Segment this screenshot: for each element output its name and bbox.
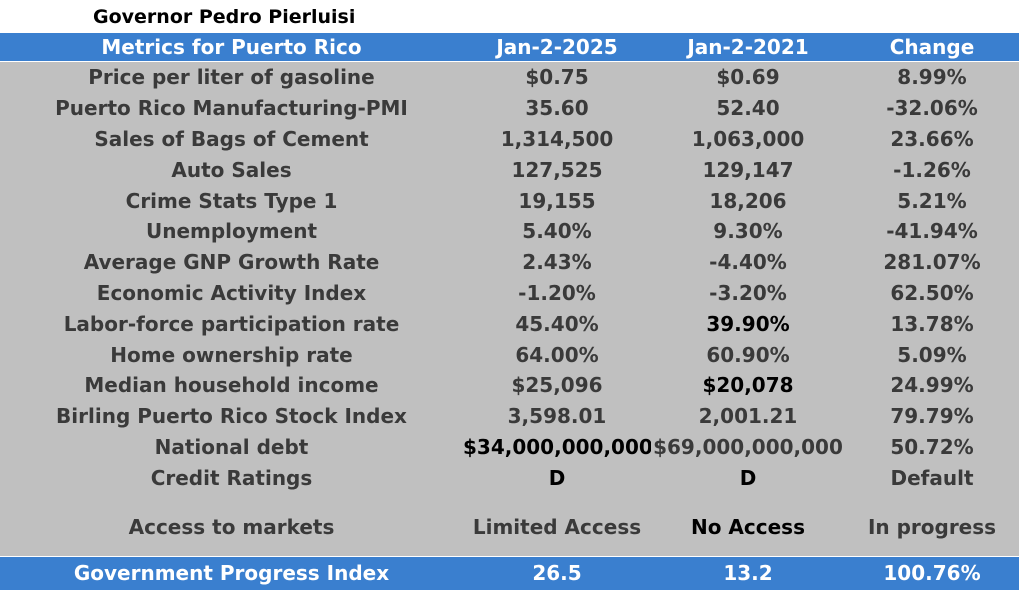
- footer-change: 100.76%: [845, 555, 1019, 590]
- value-2025: $0.75: [463, 61, 651, 93]
- table-row: Labor-force participation rate 45.40% 39…: [0, 308, 1019, 340]
- change-value: 50.72%: [845, 431, 1019, 463]
- change-value: -32.06%: [845, 92, 1019, 124]
- value-2021: $0.69: [651, 61, 845, 93]
- metric-label: Home ownership rate: [0, 339, 463, 370]
- metric-label: Crime Stats Type 1: [0, 185, 463, 216]
- change-value: 281.07%: [845, 246, 1019, 278]
- table-row: Average GNP Growth Rate 2.43% -4.40% 281…: [0, 246, 1019, 278]
- change-value: 13.78%: [845, 308, 1019, 340]
- value-2025: $34,000,000,000: [463, 431, 651, 463]
- metric-label: Sales of Bags of Cement: [0, 123, 463, 155]
- table-row: National debt $34,000,000,000 $69,000,00…: [0, 431, 1019, 463]
- value-2025: 45.40%: [463, 308, 651, 340]
- table-row: Home ownership rate 64.00% 60.90% 5.09%: [0, 339, 1019, 370]
- value-2025: 2.43%: [463, 246, 651, 278]
- value-2021: No Access: [651, 493, 845, 557]
- value-2025: -1.20%: [463, 277, 651, 309]
- value-2021: 2,001.21: [651, 400, 845, 432]
- change-value: 8.99%: [845, 61, 1019, 93]
- value-2025: 127,525: [463, 154, 651, 186]
- table-row: Median household income $25,096 $20,078 …: [0, 369, 1019, 401]
- change-value: -1.26%: [845, 154, 1019, 186]
- footer-value-2021: 13.2: [651, 555, 845, 590]
- change-value: In progress: [845, 493, 1019, 557]
- change-value: 23.66%: [845, 123, 1019, 155]
- value-2021: 18,206: [651, 185, 845, 216]
- value-2025: D: [463, 462, 651, 494]
- change-value: 5.09%: [845, 339, 1019, 370]
- metric-label: Economic Activity Index: [0, 277, 463, 309]
- table-header-row: Metrics for Puerto Rico Jan-2-2025 Jan-2…: [0, 32, 1019, 62]
- value-2021: 129,147: [651, 154, 845, 186]
- table-row: Crime Stats Type 1 19,155 18,206 5.21%: [0, 185, 1019, 216]
- value-2021: 1,063,000: [651, 123, 845, 155]
- page-title: Governor Pedro Pierluisi: [93, 6, 356, 28]
- metric-label: Birling Puerto Rico Stock Index: [0, 400, 463, 432]
- footer-metric: Government Progress Index: [0, 555, 463, 590]
- value-2021: -3.20%: [651, 277, 845, 309]
- change-value: 24.99%: [845, 369, 1019, 401]
- table-row: Credit Ratings D D Default: [0, 462, 1019, 494]
- change-value: Default: [845, 462, 1019, 494]
- value-2021: D: [651, 462, 845, 494]
- table-footer-row: Government Progress Index 26.5 13.2 100.…: [0, 555, 1019, 590]
- value-2025: $25,096: [463, 369, 651, 401]
- metric-label: Credit Ratings: [0, 462, 463, 494]
- table-row: Access to markets Limited Access No Acce…: [0, 493, 1019, 557]
- table-row: Birling Puerto Rico Stock Index 3,598.01…: [0, 400, 1019, 432]
- table-row: Unemployment 5.40% 9.30% -41.94%: [0, 215, 1019, 247]
- value-2025: Limited Access: [463, 493, 651, 557]
- table-row: Puerto Rico Manufacturing-PMI 35.60 52.4…: [0, 92, 1019, 124]
- change-value: 5.21%: [845, 185, 1019, 216]
- value-2021: 9.30%: [651, 215, 845, 247]
- table-row: Sales of Bags of Cement 1,314,500 1,063,…: [0, 123, 1019, 155]
- metric-label: Average GNP Growth Rate: [0, 246, 463, 278]
- metrics-table: Metrics for Puerto Rico Jan-2-2025 Jan-2…: [0, 32, 1019, 590]
- header-metric: Metrics for Puerto Rico: [0, 32, 463, 62]
- value-2025: 3,598.01: [463, 400, 651, 432]
- value-2025: 5.40%: [463, 215, 651, 247]
- header-jan-2025: Jan-2-2025: [463, 32, 651, 62]
- metric-label: Auto Sales: [0, 154, 463, 186]
- header-jan-2021: Jan-2-2021: [651, 32, 845, 62]
- table-row: Price per liter of gasoline $0.75 $0.69 …: [0, 61, 1019, 93]
- value-2021: $20,078: [651, 369, 845, 401]
- metric-label: Unemployment: [0, 215, 463, 247]
- footer-value-2025: 26.5: [463, 555, 651, 590]
- value-2021: 52.40: [651, 92, 845, 124]
- change-value: 62.50%: [845, 277, 1019, 309]
- metric-label: Price per liter of gasoline: [0, 61, 463, 93]
- change-value: -41.94%: [845, 215, 1019, 247]
- metric-label: Labor-force participation rate: [0, 308, 463, 340]
- table-row: Auto Sales 127,525 129,147 -1.26%: [0, 154, 1019, 186]
- change-value: 79.79%: [845, 400, 1019, 432]
- header-change: Change: [845, 32, 1019, 62]
- value-2021: 60.90%: [651, 339, 845, 370]
- value-2025: 64.00%: [463, 339, 651, 370]
- value-2021: 39.90%: [651, 308, 845, 340]
- value-2025: 35.60: [463, 92, 651, 124]
- value-2025: 19,155: [463, 185, 651, 216]
- table-row: Economic Activity Index -1.20% -3.20% 62…: [0, 277, 1019, 309]
- value-2021: $69,000,000,000: [651, 431, 845, 463]
- metric-label: Median household income: [0, 369, 463, 401]
- metric-label: Access to markets: [0, 493, 463, 557]
- value-2021: -4.40%: [651, 246, 845, 278]
- metric-label: National debt: [0, 431, 463, 463]
- metric-label: Puerto Rico Manufacturing-PMI: [0, 92, 463, 124]
- value-2025: 1,314,500: [463, 123, 651, 155]
